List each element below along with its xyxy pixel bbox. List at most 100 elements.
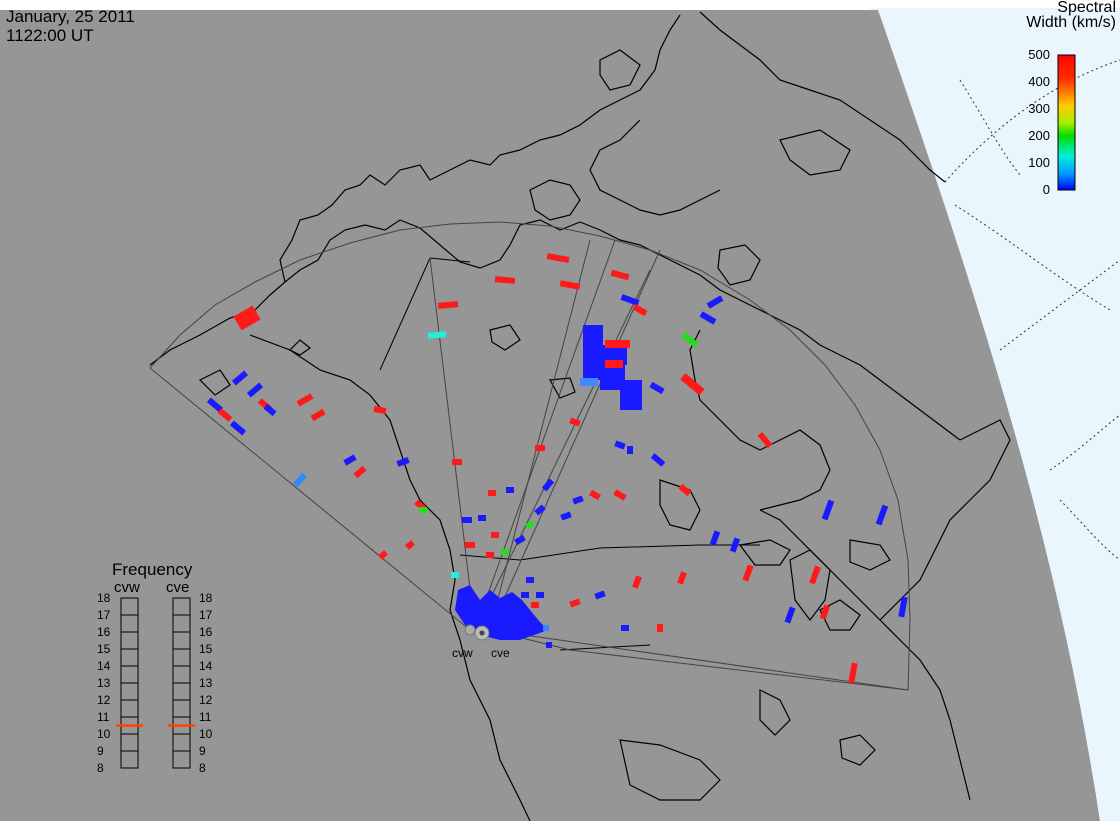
echo-dash [525, 520, 535, 530]
echo-dash [531, 602, 539, 608]
echo-dash [437, 301, 459, 309]
colorbar-title-line2: Width (km/s) [1026, 14, 1116, 31]
echo-dash [569, 417, 581, 427]
frequency-scale-label: 12 [199, 693, 213, 707]
frequency-scale-label: 12 [97, 693, 111, 707]
echo-dash [293, 472, 307, 488]
echo-dash [396, 457, 410, 467]
echo-dash [620, 294, 640, 306]
radar-sites [464, 624, 490, 641]
echo-dash [353, 465, 367, 479]
frequency-scale-label: 8 [97, 761, 104, 775]
echo-dash [427, 331, 447, 339]
echo-dash [627, 446, 633, 454]
echo-dash [343, 454, 357, 466]
frequency-scale-label: 17 [97, 608, 111, 622]
echo-dash [546, 253, 570, 263]
echo-dash [514, 534, 526, 546]
colorbar-tick-label: 200 [1028, 128, 1050, 143]
echo-dash [491, 532, 499, 538]
colorbar-tick-label: 0 [1042, 182, 1050, 197]
echo-dash [809, 565, 821, 585]
site-label-cve: cve [491, 646, 510, 660]
date-label: January, 25 2011 [6, 7, 135, 26]
frequency-scale-label: 9 [199, 744, 206, 758]
colorbar-title: Spectral Width (km/s) [1026, 0, 1116, 31]
echo-dash [614, 440, 626, 450]
echo-dash [848, 662, 858, 684]
frequency-title: Frequency [112, 560, 193, 579]
frequency-scale-label: 8 [199, 761, 206, 775]
frequency-scale-label: 13 [199, 676, 213, 690]
echo-dash [543, 625, 549, 631]
echo-dash [478, 515, 486, 521]
echo-dash [217, 408, 233, 422]
echo-dash [494, 276, 516, 284]
colorbar-tick-label: 300 [1028, 101, 1050, 116]
echo-dash [569, 598, 581, 608]
radar-echoes [206, 253, 908, 684]
echo-dash [506, 487, 514, 493]
echo-dash [650, 453, 666, 467]
echo-dash [521, 592, 529, 598]
frequency-scale-label: 11 [199, 710, 212, 724]
frequency-scale-label: 17 [199, 608, 213, 622]
echo-dash [486, 552, 494, 558]
echo-dash [898, 596, 908, 618]
echo-dash [677, 571, 687, 585]
colorbar-gradient [1057, 54, 1076, 191]
echo-dash [534, 504, 546, 516]
echo-dash [757, 431, 773, 449]
echo-dash [465, 542, 475, 548]
echo-dash [419, 507, 427, 513]
echo-dash [535, 445, 545, 451]
echo-dash [378, 550, 388, 560]
frequency-scale-label: 15 [199, 642, 213, 656]
echo-dash [632, 303, 648, 317]
echo-dash [649, 381, 665, 395]
frequency-scale-label: 14 [97, 659, 111, 673]
echo-dash [709, 530, 721, 546]
latitude-grid-lines [944, 59, 1120, 561]
echo-dash [559, 280, 581, 290]
frequency-scale-label: 11 [97, 710, 110, 724]
frequency-scale-label: 10 [199, 727, 213, 741]
colorbar-title-line1: Spectral [1057, 0, 1116, 16]
frequency-scale-label: 14 [199, 659, 213, 673]
echo-dash [310, 408, 326, 422]
cvw-site-marker [464, 624, 476, 636]
echo-dash [263, 403, 277, 417]
echo-dash [206, 397, 224, 413]
frequency-scale-label: 10 [97, 727, 111, 741]
colorbar-tick-label: 500 [1028, 47, 1050, 62]
frequency-scale-label: 16 [199, 625, 213, 639]
radar-name-cvw: cvw [114, 579, 140, 596]
radar-name-cve: cve [166, 579, 190, 596]
colorbar-tick-label: 100 [1028, 155, 1050, 170]
frequency-scale-label: 16 [97, 625, 111, 639]
echo-dash [451, 572, 459, 578]
echo-dash [229, 420, 247, 436]
political-boundaries [379, 257, 760, 651]
echo-dash [821, 499, 835, 521]
frequency-scale-label: 18 [199, 591, 213, 605]
echo-dash [296, 393, 314, 407]
echo-dash [699, 311, 717, 325]
echo-dashes [206, 253, 908, 684]
echo-dash [572, 495, 584, 505]
echo-dash [246, 382, 264, 398]
frequency-scale-label: 13 [97, 676, 111, 690]
echo-dash [729, 537, 741, 553]
echo-dash [526, 577, 534, 583]
time-label: 1122:00 UT [6, 26, 94, 45]
echo-dash [819, 604, 831, 620]
ocean-region [870, 8, 1120, 821]
echo-dash [632, 575, 642, 589]
echo-dash [784, 606, 796, 624]
frequency-scale-label: 9 [97, 744, 104, 758]
echo-dash [405, 540, 415, 550]
echo-dash [594, 590, 606, 600]
echo-dash [541, 478, 555, 492]
echo-dash [560, 511, 572, 521]
